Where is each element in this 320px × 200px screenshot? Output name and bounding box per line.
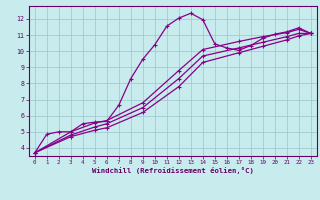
X-axis label: Windchill (Refroidissement éolien,°C): Windchill (Refroidissement éolien,°C) — [92, 167, 254, 174]
